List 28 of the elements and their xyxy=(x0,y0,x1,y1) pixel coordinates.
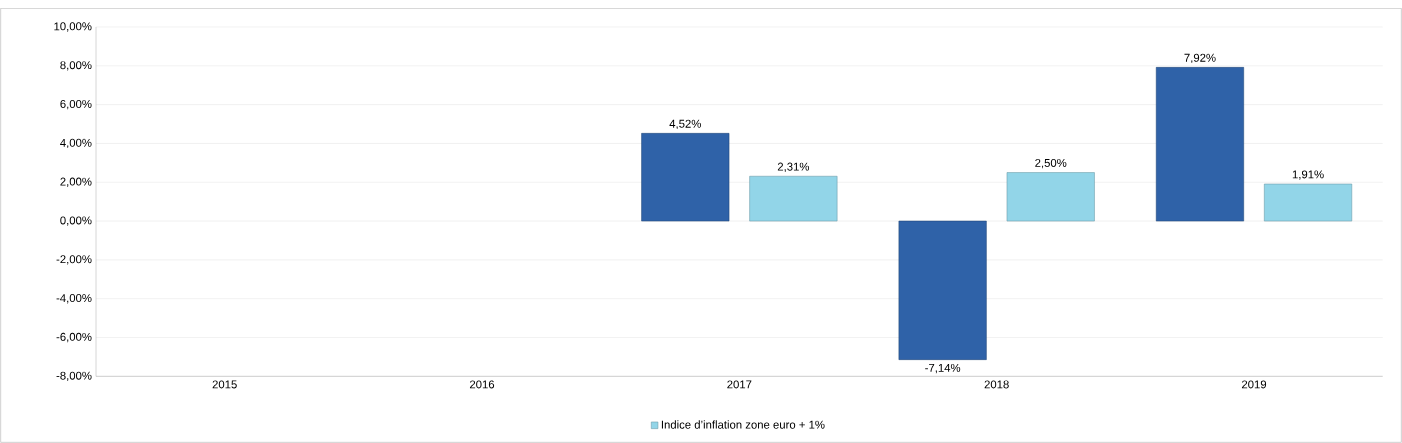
legend-label: Indice d’inflation zone euro + 1% xyxy=(661,420,825,429)
data-label: 1,91% xyxy=(1292,170,1324,180)
y-tick-label: -4,00% xyxy=(56,294,92,304)
data-label: 2,31% xyxy=(777,162,810,172)
bar xyxy=(898,220,987,360)
bar xyxy=(749,175,838,222)
y-tick-label: 10,00% xyxy=(54,22,92,32)
y-tick-label: 2,00% xyxy=(60,177,92,187)
bar xyxy=(1264,183,1353,222)
y-tick-label: 8,00% xyxy=(60,61,92,71)
y-tick-label: 0,00% xyxy=(60,216,92,226)
x-tick-label: 2018 xyxy=(984,380,1009,389)
x-tick-label: 2016 xyxy=(469,380,495,389)
y-tick-label: -6,00% xyxy=(56,332,92,343)
y-tick-label: 4,00% xyxy=(60,138,92,149)
x-tick-label: 2015 xyxy=(212,380,237,389)
data-label: 4,52% xyxy=(669,119,701,130)
bar xyxy=(1155,67,1244,222)
data-label: 2,50% xyxy=(1035,158,1067,169)
bar xyxy=(641,133,730,222)
data-label: -7,14% xyxy=(925,363,961,374)
y-tick-label: -2,00% xyxy=(56,255,92,265)
y-tick-label: -8,00% xyxy=(56,371,92,382)
x-tick-label: 2017 xyxy=(727,380,752,389)
x-tick-label: 2019 xyxy=(1241,380,1267,389)
data-label: 7,92% xyxy=(1184,53,1216,64)
y-tick-label: 6,00% xyxy=(60,99,92,110)
bar xyxy=(1006,172,1095,222)
